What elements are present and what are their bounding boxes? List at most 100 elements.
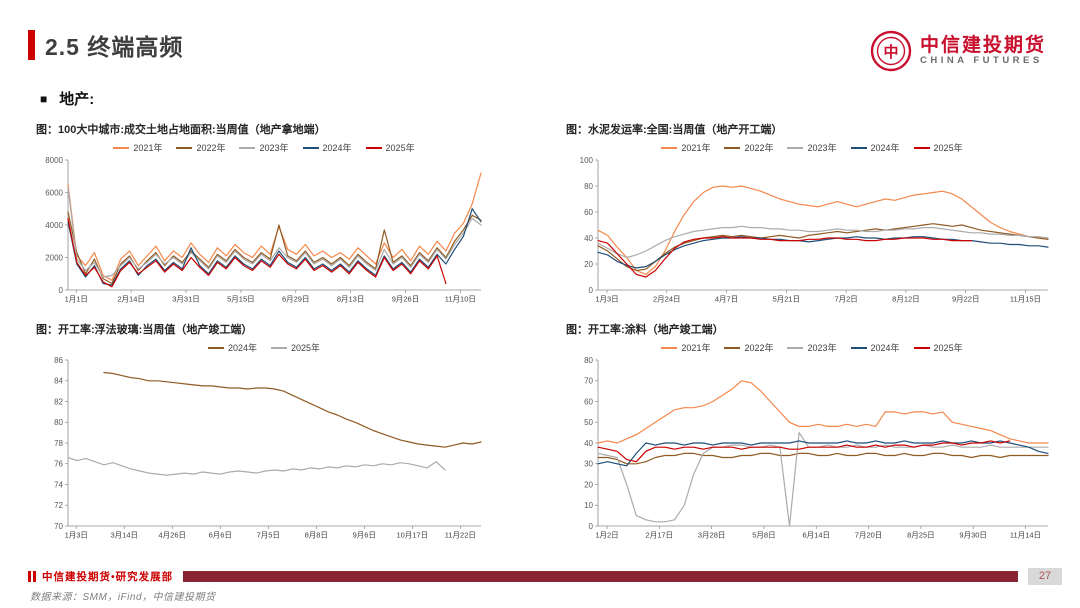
legend-label: 2025年 (933, 143, 963, 153)
legend-item: 2024年 (850, 341, 900, 354)
legend-swatch-icon (239, 146, 256, 149)
svg-text:86: 86 (54, 356, 63, 365)
line-chart: 0 20 40 60 80 100 1月3日 2月24日 4月7日 5月21日 7月2日 8月12日 9… (580, 156, 1049, 304)
svg-text:8月13日: 8月13日 (337, 295, 365, 304)
legend-item: 2025年 (271, 341, 320, 354)
svg-text:中: 中 (883, 43, 898, 61)
legend-swatch-icon (850, 346, 867, 349)
svg-text:6000: 6000 (45, 188, 63, 197)
legend-label: 2023年 (259, 143, 289, 153)
brand-logo: 中 中信建投期货 CHINA FUTURES (870, 30, 1046, 72)
legend-swatch-icon (661, 146, 678, 149)
chart-panel-coatings: 图：开工率:涂料（地产竣工端） 2021年 2022年 2023年 2024年 2025… (564, 313, 1060, 541)
legend-label: 2025年 (291, 343, 321, 353)
svg-text:9月26日: 9月26日 (392, 295, 420, 304)
svg-text:6月14日: 6月14日 (802, 531, 830, 540)
legend-label: 2022年 (196, 143, 226, 153)
svg-text:3月14日: 3月14日 (111, 531, 139, 540)
svg-text:10: 10 (584, 501, 593, 510)
svg-text:2月24日: 2月24日 (653, 295, 681, 304)
legend-item: 2021年 (661, 341, 710, 354)
svg-text:9月6日: 9月6日 (353, 531, 376, 540)
legend-swatch-icon (176, 146, 193, 149)
legend-label: 2021年 (133, 143, 163, 153)
svg-text:4000: 4000 (45, 221, 63, 230)
line-chart: 70 72 74 76 78 80 82 84 86 1月3日 3月14日 4月26日 6月6日 7月5日… (54, 356, 482, 540)
svg-text:2月17日: 2月17日 (646, 531, 674, 540)
header: 2.5 终端高频 中 中信建投期货 CHINA FUTURES (0, 0, 1080, 72)
svg-text:7月2日: 7月2日 (834, 295, 857, 304)
legend-item: 2023年 (787, 141, 837, 154)
title-accent-bar (28, 30, 35, 60)
svg-text:80: 80 (584, 356, 593, 365)
legend-item: 2022年 (724, 341, 773, 354)
legend-swatch-icon (302, 146, 319, 149)
legend-swatch-icon (913, 346, 930, 349)
chart-legend: 2021年 2022年 2023年 2024年 2025年 (564, 141, 1060, 154)
legend-label: 2021年 (681, 343, 711, 353)
legend-item: 2021年 (113, 141, 162, 154)
svg-text:20: 20 (584, 480, 593, 489)
legend-item: 2024年 (850, 141, 900, 154)
svg-text:5月8日: 5月8日 (752, 531, 775, 540)
footer-divider-bar (183, 570, 1018, 582)
svg-text:20: 20 (584, 260, 593, 269)
section-heading: ■ 地产: (0, 72, 1080, 109)
chart-title: 图：开工率:浮法玻璃:当周值（地产竣工端） (36, 324, 253, 336)
svg-text:0: 0 (59, 286, 64, 295)
legend-label: 2021年 (681, 143, 711, 153)
svg-text:4月7日: 4月7日 (715, 295, 738, 304)
line-chart: 0 10 20 30 40 50 60 70 80 1月2日 2月17日 3月28日 5月8日 6月14日… (584, 356, 1049, 540)
legend-item: 2023年 (239, 141, 289, 154)
legend-item: 2024年 (302, 141, 352, 154)
legend-swatch-icon (724, 346, 741, 349)
svg-text:82: 82 (54, 397, 63, 406)
chart-panel-cement: 图：水泥发运率:全国:当周值（地产开工端） 2021年 2022年 2023年 202… (564, 113, 1060, 305)
section-label: 地产: (59, 91, 95, 108)
svg-text:7月20日: 7月20日 (855, 531, 883, 540)
svg-text:80: 80 (54, 418, 63, 427)
brand-name-en: CHINA FUTURES (919, 55, 1043, 67)
legend-swatch-icon (113, 146, 130, 149)
footer-accent-marks-icon (28, 570, 36, 582)
chart-legend: 2021年 2022年 2023年 2024年 2025年 (564, 341, 1060, 354)
svg-text:6月6日: 6月6日 (209, 531, 232, 540)
legend-label: 2025年 (933, 343, 963, 353)
svg-text:11月22日: 11月22日 (445, 531, 476, 540)
legend-item: 2024年 (207, 341, 257, 354)
svg-text:74: 74 (54, 480, 63, 489)
svg-text:2月14日: 2月14日 (117, 295, 145, 304)
legend-label: 2024年 (322, 143, 352, 153)
svg-text:8月8日: 8月8日 (305, 531, 328, 540)
chart-title: 图：开工率:涂料（地产竣工端） (566, 324, 724, 336)
svg-text:11月10日: 11月10日 (445, 295, 476, 304)
svg-text:11月14日: 11月14日 (1010, 531, 1041, 540)
legend-label: 2022年 (744, 143, 774, 153)
svg-text:80: 80 (584, 182, 593, 191)
data-source-note: 数据来源：SMM，iFind，中信建投期货 (30, 592, 216, 603)
legend-swatch-icon (724, 146, 741, 149)
svg-text:9月22日: 9月22日 (952, 295, 980, 304)
page-title: 2.5 终端高频 (45, 34, 184, 60)
legend-item: 2025年 (913, 341, 963, 354)
svg-text:11月15日: 11月15日 (1010, 295, 1041, 304)
legend-swatch-icon (913, 146, 930, 149)
legend-label: 2023年 (807, 143, 837, 153)
svg-text:76: 76 (54, 460, 63, 469)
chart-legend: 2024年 2025年 (34, 341, 494, 354)
brand-text: 中信建投期货 CHINA FUTURES (920, 35, 1046, 68)
legend-swatch-icon (207, 346, 224, 349)
chart-panel-float-glass: 图：开工率:浮法玻璃:当周值（地产竣工端） 2024年 2025年 70 72 74 7… (34, 313, 494, 541)
svg-text:5月15日: 5月15日 (227, 295, 255, 304)
legend-swatch-icon (787, 346, 804, 349)
legend-label: 2022年 (744, 343, 774, 353)
svg-text:3月31日: 3月31日 (172, 295, 200, 304)
svg-text:60: 60 (584, 397, 593, 406)
svg-text:30: 30 (584, 460, 593, 469)
legend-swatch-icon (850, 146, 867, 149)
legend-label: 2024年 (870, 343, 900, 353)
svg-text:5月21日: 5月21日 (773, 295, 801, 304)
svg-text:72: 72 (54, 501, 63, 510)
legend-label: 2024年 (870, 143, 900, 153)
